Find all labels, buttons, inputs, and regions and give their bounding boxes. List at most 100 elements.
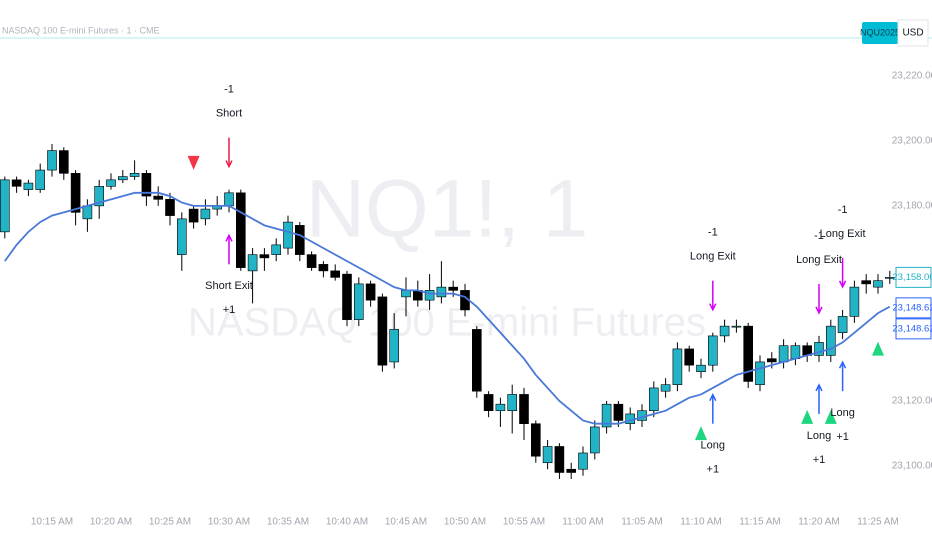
signal-label: -1: [224, 83, 234, 95]
candle-body: [530, 423, 541, 457]
signal-label: Long: [807, 430, 831, 442]
candle-body: [778, 345, 789, 363]
candle-body: [648, 387, 659, 411]
signal-label: +1: [707, 464, 720, 476]
candle-body: [696, 364, 706, 372]
currency[interactable]: USD: [902, 28, 923, 39]
candle-body: [566, 468, 577, 473]
signal-arrow-head: [838, 280, 847, 289]
x-tick-label: 11:05 AM: [621, 517, 663, 528]
signal-arrow-head: [709, 303, 717, 312]
signal-arrow-head: [709, 393, 717, 402]
signal-label: Long: [830, 407, 854, 419]
candle-body: [306, 254, 317, 268]
x-tick-label: 10:30 AM: [208, 517, 250, 528]
candle-body: [271, 244, 282, 255]
candle-body: [283, 221, 293, 249]
candle-body: [495, 403, 506, 411]
signal-arrow-head: [838, 360, 847, 369]
candle-body: [660, 384, 671, 392]
candle-body: [342, 273, 352, 320]
candle-body: [247, 254, 258, 272]
candle-body: [849, 286, 860, 317]
candle-body: [106, 179, 116, 187]
y-tick-label: 23,180.00: [892, 200, 932, 211]
candle-body: [424, 290, 435, 301]
candle-body: [82, 205, 93, 220]
x-tick-label: 10:20 AM: [90, 517, 132, 528]
candle-body: [47, 150, 57, 171]
candle-body: [11, 179, 22, 187]
candle-body: [684, 348, 695, 366]
candle-body: [483, 394, 494, 411]
candle-body: [755, 361, 765, 385]
candle-body: [672, 348, 683, 385]
candle-body: [389, 329, 400, 363]
candle-body: [165, 199, 175, 216]
x-tick-label: 11:25 AM: [857, 517, 899, 528]
signal-triangle: [801, 409, 814, 424]
candle-body: [236, 192, 246, 268]
x-tick-label: 11:00 AM: [562, 517, 604, 528]
candle-body: [542, 446, 553, 464]
signal-label: +1: [836, 431, 849, 443]
candle-body: [589, 426, 600, 454]
candle-body: [224, 192, 234, 207]
candle-body: [790, 345, 801, 359]
candle-body: [766, 358, 777, 363]
candle-body: [377, 296, 388, 366]
y-tick-label: 23,200.00: [892, 135, 932, 146]
y-tick-label: 23,120.00: [892, 396, 932, 407]
candle-body: [601, 403, 612, 428]
candle-body: [259, 254, 270, 259]
signal-arrow-head: [815, 306, 823, 315]
candle-body: [554, 446, 565, 473]
candle-body: [365, 283, 376, 301]
y-tick-label: 23,220.00: [892, 70, 932, 81]
signal-label: -1: [838, 204, 848, 216]
x-tick-label: 10:55 AM: [503, 517, 545, 528]
candle-body: [353, 283, 364, 320]
candle-body: [861, 280, 872, 285]
candle-body: [507, 394, 518, 411]
candle-body: [814, 342, 824, 356]
contract-badge[interactable]: [862, 22, 898, 44]
contract[interactable]: NQU2025: [860, 27, 900, 37]
signal-label: Short Exit: [205, 280, 253, 292]
candle-body: [58, 150, 69, 174]
x-tick-label: 10:45 AM: [385, 517, 427, 528]
candle-body: [825, 325, 836, 356]
x-tick-label: 10:35 AM: [267, 517, 309, 528]
candle-body: [0, 179, 10, 233]
candle-body: [141, 173, 152, 197]
signal-triangle: [187, 155, 200, 170]
price-label-box: [895, 318, 932, 340]
signal-triangle: [695, 426, 707, 441]
candle-body: [719, 325, 730, 337]
price-label-box: [895, 266, 932, 288]
x-tick-label: 11:20 AM: [798, 517, 840, 528]
price-label-box: [895, 297, 932, 319]
watermark-symbol: NQ1!, 1: [306, 164, 589, 255]
signal-label: +1: [223, 304, 236, 316]
signal-label: Long: [701, 440, 725, 452]
candle-body: [837, 316, 848, 333]
signal-label: Long Exit: [796, 254, 842, 266]
x-tick-label: 10:50 AM: [444, 517, 486, 528]
candle-body: [188, 208, 199, 223]
candle-body: [177, 218, 187, 255]
candle-body: [129, 173, 140, 177]
signal-label: Short: [216, 107, 242, 119]
candle-body: [35, 169, 46, 190]
signal-triangle: [824, 409, 837, 424]
candle-body: [94, 186, 104, 207]
x-tick-label: 11:10 AM: [680, 517, 722, 528]
candle-body: [884, 277, 895, 279]
candle-body: [70, 173, 81, 213]
candle-body: [153, 195, 163, 200]
signal-label: -1: [708, 227, 718, 239]
signal-arrow-head: [225, 160, 233, 169]
candle-body: [519, 394, 529, 425]
currency-box[interactable]: [897, 19, 929, 47]
